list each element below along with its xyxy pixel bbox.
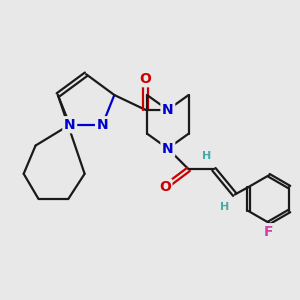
Text: N: N	[162, 103, 174, 117]
Text: N: N	[64, 118, 76, 132]
Text: H: H	[202, 151, 211, 161]
Text: O: O	[159, 180, 171, 194]
Text: F: F	[264, 225, 274, 239]
Text: N: N	[162, 142, 174, 155]
Text: N: N	[97, 118, 108, 132]
Text: H: H	[220, 202, 229, 212]
Text: O: O	[140, 72, 152, 86]
